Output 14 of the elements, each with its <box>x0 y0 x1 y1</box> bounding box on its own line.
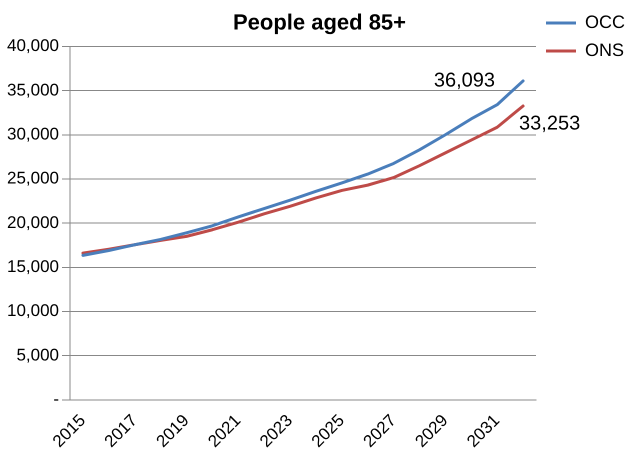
y-tick-label: 20,000 <box>6 212 59 232</box>
y-tick-label: 15,000 <box>6 256 59 276</box>
y-tick-label: 5,000 <box>16 345 59 364</box>
legend-label: OCC <box>585 12 625 32</box>
y-tick-label: 10,000 <box>6 301 59 320</box>
y-tick-label: 25,000 <box>6 168 59 188</box>
data-label: 36,093 <box>434 69 496 92</box>
y-tick-label: 30,000 <box>6 124 59 144</box>
legend-label: ONS <box>585 40 624 60</box>
y-tick-label: 35,000 <box>6 80 59 100</box>
y-tick-label: - <box>53 390 59 409</box>
y-tick-label: 40,000 <box>6 36 59 56</box>
data-label: 33,253 <box>519 112 580 135</box>
chart-title: People aged 85+ <box>232 9 406 34</box>
